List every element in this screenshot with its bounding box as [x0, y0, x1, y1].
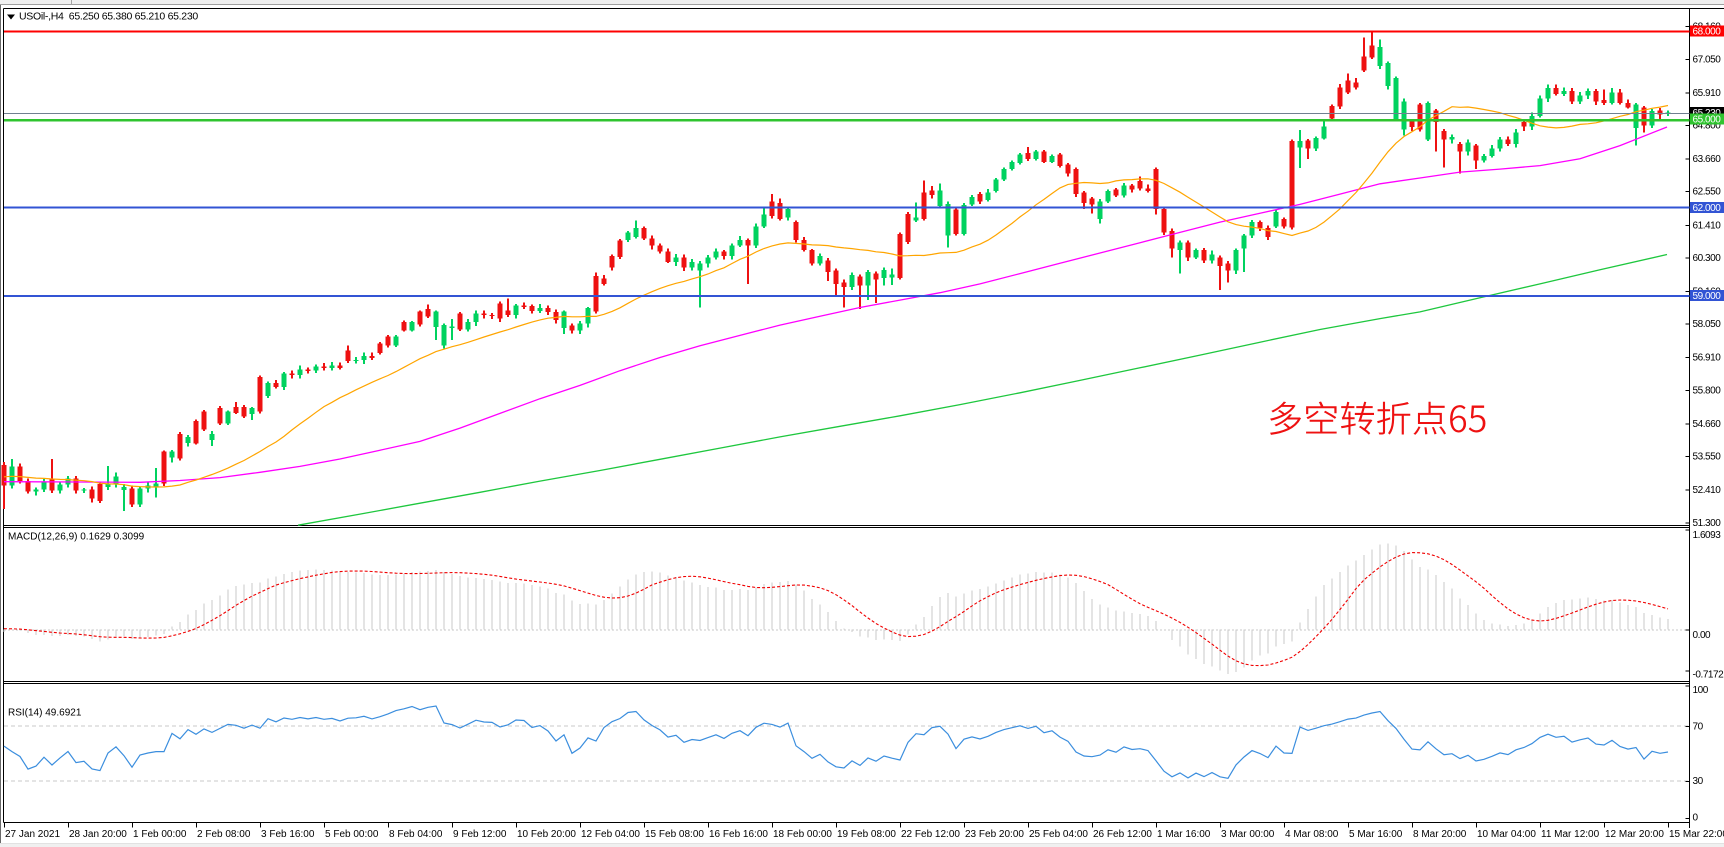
svg-text:68.000: 68.000 — [1693, 26, 1722, 37]
svg-text:18 Feb 00:00: 18 Feb 00:00 — [773, 829, 832, 840]
svg-text:51.300: 51.300 — [1693, 518, 1722, 529]
svg-text:15 Feb 08:00: 15 Feb 08:00 — [645, 829, 704, 840]
svg-text:62.000: 62.000 — [1693, 203, 1722, 214]
svg-text:10 Mar 04:00: 10 Mar 04:00 — [1477, 829, 1536, 840]
svg-text:1 Mar 16:00: 1 Mar 16:00 — [1157, 829, 1211, 840]
svg-text:65.910: 65.910 — [1693, 88, 1722, 99]
svg-text:53.550: 53.550 — [1693, 452, 1722, 463]
svg-text:5 Feb 00:00: 5 Feb 00:00 — [325, 829, 379, 840]
svg-text:USOil-,H4 65.250 65.380 65.21: USOil-,H4 65.250 65.380 65.210 65.230 — [19, 11, 198, 23]
svg-text:1 Feb 00:00: 1 Feb 00:00 — [133, 829, 187, 840]
svg-text:8 Mar 20:00: 8 Mar 20:00 — [1413, 829, 1467, 840]
svg-text:10 Feb 20:00: 10 Feb 20:00 — [517, 829, 576, 840]
svg-text:100: 100 — [1693, 685, 1709, 696]
svg-text:67.050: 67.050 — [1693, 54, 1722, 65]
svg-text:4 Mar 08:00: 4 Mar 08:00 — [1285, 829, 1339, 840]
svg-text:27 Jan 2021: 27 Jan 2021 — [5, 829, 60, 840]
svg-text:0.00: 0.00 — [1693, 630, 1712, 641]
svg-text:55.800: 55.800 — [1693, 385, 1722, 396]
svg-text:52.410: 52.410 — [1693, 485, 1722, 496]
svg-text:2 Feb 08:00: 2 Feb 08:00 — [197, 829, 251, 840]
svg-text:58.050: 58.050 — [1693, 319, 1722, 330]
svg-text:12 Mar 20:00: 12 Mar 20:00 — [1605, 829, 1664, 840]
svg-text:59.000: 59.000 — [1693, 291, 1722, 302]
svg-text:16 Feb 16:00: 16 Feb 16:00 — [709, 829, 768, 840]
svg-text:0: 0 — [1693, 813, 1699, 824]
svg-text:3 Feb 16:00: 3 Feb 16:00 — [261, 829, 315, 840]
svg-text:65.000: 65.000 — [1693, 115, 1722, 126]
svg-text:8 Feb 04:00: 8 Feb 04:00 — [389, 829, 443, 840]
svg-text:26 Feb 12:00: 26 Feb 12:00 — [1093, 829, 1152, 840]
svg-text:12 Feb 04:00: 12 Feb 04:00 — [581, 829, 640, 840]
svg-text:65.230: 65.230 — [1693, 108, 1722, 119]
svg-text:62.550: 62.550 — [1693, 187, 1722, 198]
svg-text:28 Jan 20:00: 28 Jan 20:00 — [69, 829, 127, 840]
svg-text:RSI(14) 49.6921: RSI(14) 49.6921 — [8, 708, 82, 719]
svg-text:1.6093: 1.6093 — [1693, 530, 1722, 541]
svg-text:22 Feb 12:00: 22 Feb 12:00 — [901, 829, 960, 840]
svg-text:61.410: 61.410 — [1693, 220, 1722, 231]
svg-text:5 Mar 16:00: 5 Mar 16:00 — [1349, 829, 1403, 840]
svg-text:-0.7172: -0.7172 — [1693, 670, 1724, 681]
svg-text:60.300: 60.300 — [1693, 253, 1722, 264]
svg-text:19 Feb 08:00: 19 Feb 08:00 — [837, 829, 896, 840]
svg-text:MACD(12,26,9) 0.1629 0.3099: MACD(12,26,9) 0.1629 0.3099 — [8, 532, 145, 543]
svg-text:70: 70 — [1693, 722, 1704, 733]
svg-text:25 Feb 04:00: 25 Feb 04:00 — [1029, 829, 1088, 840]
svg-text:11 Mar 12:00: 11 Mar 12:00 — [1541, 829, 1600, 840]
svg-text:15 Mar 22:00: 15 Mar 22:00 — [1669, 829, 1724, 840]
svg-text:63.660: 63.660 — [1693, 154, 1722, 165]
svg-text:3 Mar 00:00: 3 Mar 00:00 — [1221, 829, 1275, 840]
svg-text:9 Feb 12:00: 9 Feb 12:00 — [453, 829, 507, 840]
svg-text:56.910: 56.910 — [1693, 353, 1722, 364]
svg-text:54.660: 54.660 — [1693, 419, 1722, 430]
svg-text:64.800: 64.800 — [1693, 120, 1722, 131]
svg-text:30: 30 — [1693, 776, 1704, 787]
svg-text:23 Feb 20:00: 23 Feb 20:00 — [965, 829, 1024, 840]
